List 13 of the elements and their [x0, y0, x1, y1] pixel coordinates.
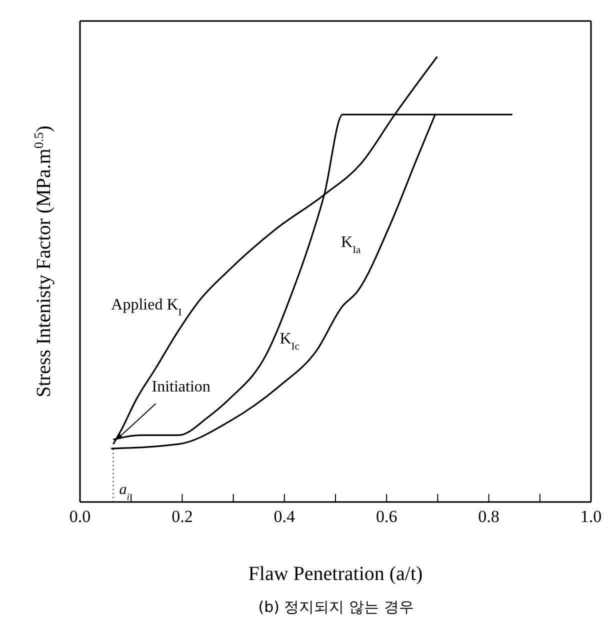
series-label: K$_{Ic}$: [280, 330, 300, 352]
x-axis-title: Flaw Penetration (a/t): [248, 563, 423, 585]
series-label: K$_{Ia}$: [341, 234, 362, 256]
x-tick-label: 0.4: [274, 507, 296, 526]
annotation: Initiation: [152, 378, 210, 396]
x-tick-label: 0.2: [172, 507, 193, 526]
series-label: Applied K$_{I}$: [111, 296, 182, 318]
ref-line-label: a$_{i}$: [119, 482, 130, 502]
x-tick-label: 0.8: [478, 507, 500, 526]
text: (b) 정지되지 않는 경우: [257, 598, 415, 617]
x-tick-label: 0.6: [376, 507, 398, 526]
x-tick-label: 1.0: [580, 507, 602, 526]
x-tick-label: 0.0: [69, 507, 91, 526]
